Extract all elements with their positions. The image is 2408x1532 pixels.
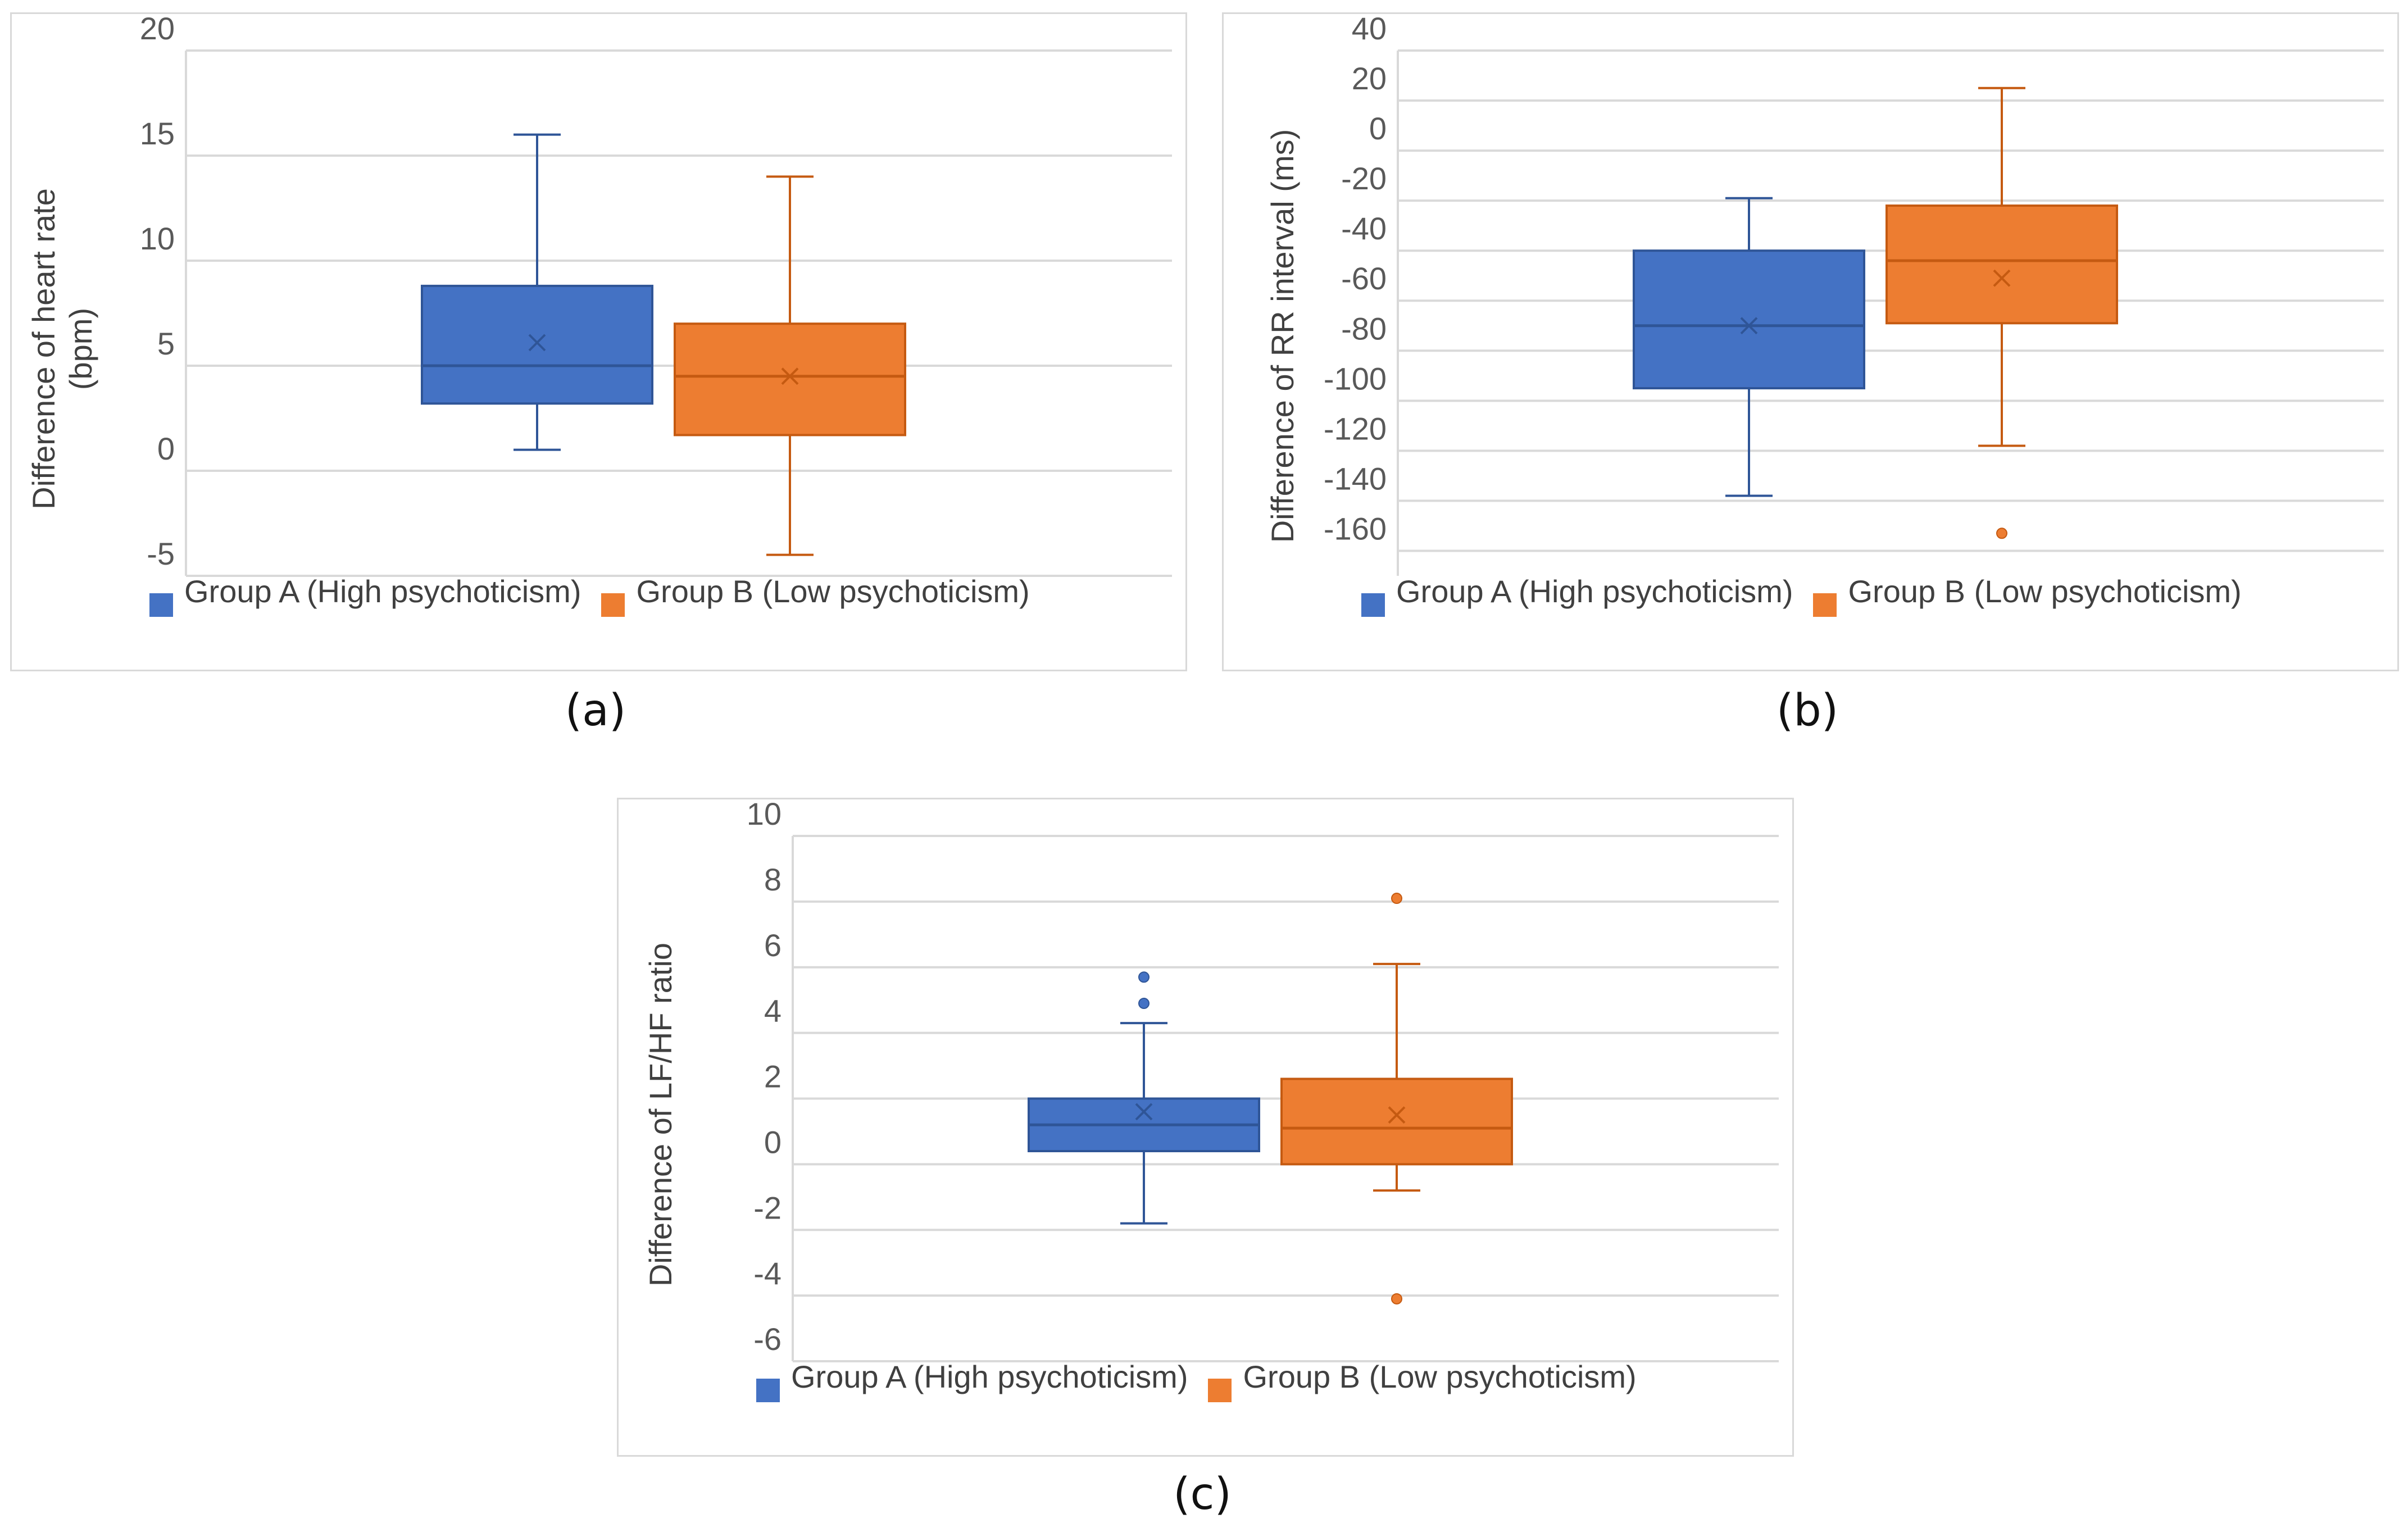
y-tick-label: -80: [1341, 311, 1387, 346]
box-iqr: [421, 284, 653, 405]
y-tick-label: 20: [140, 11, 175, 46]
outlier-point: [1391, 893, 1402, 904]
y-tick-label: -20: [1341, 161, 1387, 196]
y-tick-label: 10: [140, 221, 175, 256]
y-tick-label: -40: [1341, 211, 1387, 246]
outlier-point: [1138, 998, 1150, 1010]
chart-panel-a: Difference of heart rate (bpm) 20 15 10 5 0-…: [10, 11, 1187, 671]
y-tick-label: 4: [764, 993, 782, 1029]
y-tick-label: 6: [764, 928, 782, 963]
legend-a: Group A (High psychoticism) Group B (Low…: [149, 573, 1050, 617]
legend-label-group-a: Group A (High psychoticism): [1396, 574, 1793, 609]
y-tick-label: 0: [157, 431, 175, 466]
legend-item-group-b: Group B (Low psychoticism): [1208, 1358, 1637, 1402]
mean-marker: [781, 367, 799, 385]
legend-c: Group A (High psychoticism) Group B (Low…: [756, 1358, 1657, 1402]
y-tick-label: 15: [140, 116, 175, 151]
caption-a: (a): [565, 685, 626, 736]
mean-marker: [1388, 1106, 1406, 1124]
outlier-point: [1391, 1293, 1402, 1304]
y-tick-label: -6: [753, 1321, 782, 1357]
legend-item-group-a: Group A (High psychoticism): [756, 1358, 1188, 1402]
box-iqr: [1885, 204, 2118, 325]
y-tick-label: 40: [1352, 11, 1387, 46]
legend-item-group-b: Group B (Low psychoticism): [601, 573, 1030, 617]
y-tick-label: -160: [1324, 511, 1387, 546]
legend-swatch-group-a: [1361, 593, 1385, 617]
y-tick-label: 0: [764, 1124, 782, 1160]
y-tick-label: 5: [157, 326, 175, 361]
y-tick-label: -100: [1324, 361, 1387, 396]
legend-item-group-a: Group A (High psychoticism): [149, 573, 581, 617]
y-tick-label: -5: [147, 536, 175, 571]
box-iqr: [1633, 249, 1865, 390]
legend-label-group-b: Group B (Low psychoticism): [1243, 1359, 1637, 1394]
legend-label-group-b: Group B (Low psychoticism): [636, 574, 1030, 609]
legend-label-group-a: Group A (High psychoticism): [791, 1359, 1188, 1394]
outlier-point: [1138, 971, 1150, 983]
legend-swatch-group-a: [756, 1379, 780, 1402]
caption-b: (b): [1776, 685, 1839, 736]
y-tick-label: 8: [764, 862, 782, 897]
legend-b: Group A (High psychoticism) Group B (Low…: [1361, 573, 2262, 617]
y-tick-label: 2: [764, 1059, 782, 1094]
legend-label-group-b: Group B (Low psychoticism): [1848, 574, 2242, 609]
legend-swatch-group-b: [601, 593, 625, 617]
outlier-point: [1996, 528, 2007, 539]
y-tick-label: -4: [753, 1256, 782, 1291]
y-tick-label: 10: [747, 796, 782, 831]
y-tick-label: -120: [1324, 411, 1387, 446]
box-iqr: [1280, 1078, 1513, 1166]
caption-c: (c): [1173, 1469, 1232, 1520]
y-tick-label: 20: [1352, 61, 1387, 96]
mean-marker: [1993, 269, 2011, 287]
y-tick-label: 0: [1369, 111, 1387, 146]
box-plot-a: 20 15 10 5 0 -5: [140, 11, 1172, 577]
legend-label-group-a: Group A (High psychoticism): [184, 574, 581, 609]
chart-panel-c: Difference of LF/HF ratio 10 8 6 4 2 0 -2 -4 -6 …: [617, 796, 1794, 1457]
legend-swatch-group-a: [149, 593, 173, 617]
mean-marker: [528, 334, 546, 352]
mean-marker: [1740, 317, 1758, 335]
box-plot-b: 40 20 0 -20 -40 -60 -80 -100 -120 -140 -160: [1324, 11, 2384, 576]
mean-marker: [1135, 1103, 1153, 1121]
box-plot-c: 10 8 6 4 2 0 -2 -4 -6: [747, 796, 1779, 1362]
legend-swatch-group-b: [1813, 593, 1837, 617]
legend-item-group-a: Group A (High psychoticism): [1361, 573, 1793, 617]
legend-swatch-group-b: [1208, 1379, 1232, 1402]
y-tick-label: -60: [1341, 261, 1387, 296]
y-tick-label: -2: [753, 1190, 782, 1225]
y-tick-label: -140: [1324, 461, 1387, 496]
box-iqr: [674, 322, 906, 437]
legend-item-group-b: Group B (Low psychoticism): [1813, 573, 2242, 617]
chart-panel-b: Difference of RR interval (ms) 40 20 0 -20-…: [1222, 11, 2399, 671]
